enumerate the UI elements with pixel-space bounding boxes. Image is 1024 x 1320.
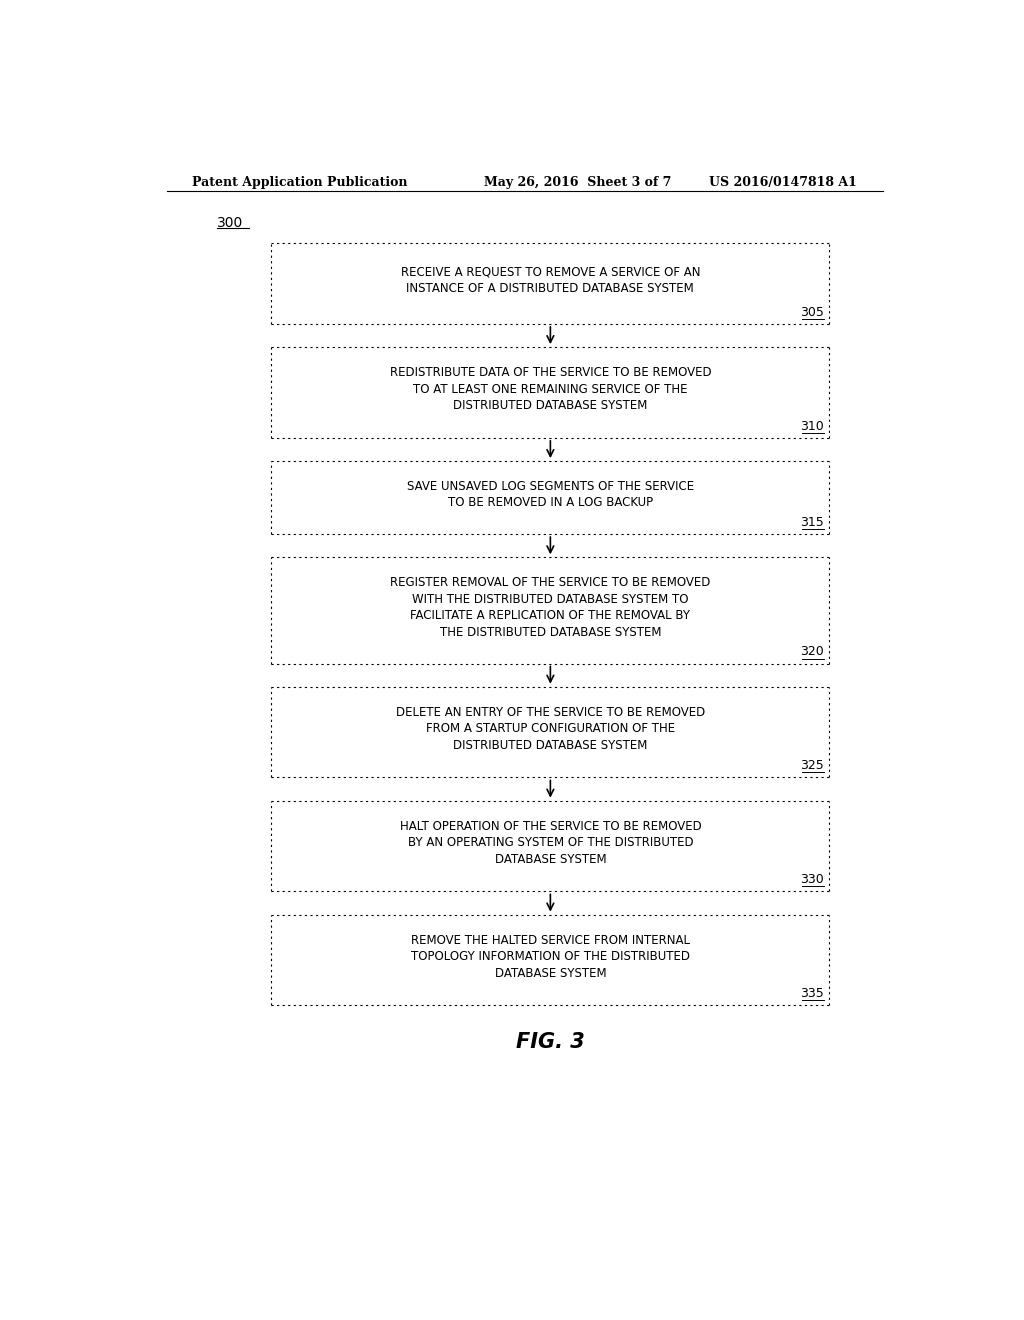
Text: FIG. 3: FIG. 3: [516, 1032, 585, 1052]
Text: DISTRIBUTED DATABASE SYSTEM: DISTRIBUTED DATABASE SYSTEM: [454, 400, 647, 412]
Text: DATABASE SYSTEM: DATABASE SYSTEM: [495, 968, 606, 979]
Text: TO AT LEAST ONE REMAINING SERVICE OF THE: TO AT LEAST ONE REMAINING SERVICE OF THE: [413, 383, 688, 396]
Text: BY AN OPERATING SYSTEM OF THE DISTRIBUTED: BY AN OPERATING SYSTEM OF THE DISTRIBUTE…: [408, 837, 693, 850]
Text: TO BE REMOVED IN A LOG BACKUP: TO BE REMOVED IN A LOG BACKUP: [447, 496, 653, 510]
Text: SAVE UNSAVED LOG SEGMENTS OF THE SERVICE: SAVE UNSAVED LOG SEGMENTS OF THE SERVICE: [407, 479, 694, 492]
Text: FACILITATE A REPLICATION OF THE REMOVAL BY: FACILITATE A REPLICATION OF THE REMOVAL …: [411, 609, 690, 622]
Text: 300: 300: [217, 216, 244, 230]
Text: DATABASE SYSTEM: DATABASE SYSTEM: [495, 853, 606, 866]
Text: 320: 320: [800, 645, 824, 659]
Text: TOPOLOGY INFORMATION OF THE DISTRIBUTED: TOPOLOGY INFORMATION OF THE DISTRIBUTED: [411, 950, 690, 964]
Text: INSTANCE OF A DISTRIBUTED DATABASE SYSTEM: INSTANCE OF A DISTRIBUTED DATABASE SYSTE…: [407, 282, 694, 296]
Text: 335: 335: [800, 987, 824, 1001]
Text: DELETE AN ENTRY OF THE SERVICE TO BE REMOVED: DELETE AN ENTRY OF THE SERVICE TO BE REM…: [395, 706, 705, 719]
Text: WITH THE DISTRIBUTED DATABASE SYSTEM TO: WITH THE DISTRIBUTED DATABASE SYSTEM TO: [412, 593, 688, 606]
Text: FROM A STARTUP CONFIGURATION OF THE: FROM A STARTUP CONFIGURATION OF THE: [426, 722, 675, 735]
Text: THE DISTRIBUTED DATABASE SYSTEM: THE DISTRIBUTED DATABASE SYSTEM: [439, 626, 662, 639]
Text: RECEIVE A REQUEST TO REMOVE A SERVICE OF AN: RECEIVE A REQUEST TO REMOVE A SERVICE OF…: [400, 265, 700, 279]
Text: 310: 310: [800, 420, 824, 433]
Text: HALT OPERATION OF THE SERVICE TO BE REMOVED: HALT OPERATION OF THE SERVICE TO BE REMO…: [399, 820, 701, 833]
Text: REMOVE THE HALTED SERVICE FROM INTERNAL: REMOVE THE HALTED SERVICE FROM INTERNAL: [411, 933, 690, 946]
Text: 330: 330: [800, 873, 824, 886]
Text: 315: 315: [800, 516, 824, 529]
Text: Patent Application Publication: Patent Application Publication: [191, 176, 408, 189]
Text: US 2016/0147818 A1: US 2016/0147818 A1: [710, 176, 857, 189]
Text: REDISTRIBUTE DATA OF THE SERVICE TO BE REMOVED: REDISTRIBUTE DATA OF THE SERVICE TO BE R…: [389, 367, 712, 379]
Text: DISTRIBUTED DATABASE SYSTEM: DISTRIBUTED DATABASE SYSTEM: [454, 739, 647, 752]
Text: 305: 305: [800, 305, 824, 318]
Text: May 26, 2016  Sheet 3 of 7: May 26, 2016 Sheet 3 of 7: [484, 176, 672, 189]
Text: 325: 325: [800, 759, 824, 772]
Text: REGISTER REMOVAL OF THE SERVICE TO BE REMOVED: REGISTER REMOVAL OF THE SERVICE TO BE RE…: [390, 576, 711, 589]
